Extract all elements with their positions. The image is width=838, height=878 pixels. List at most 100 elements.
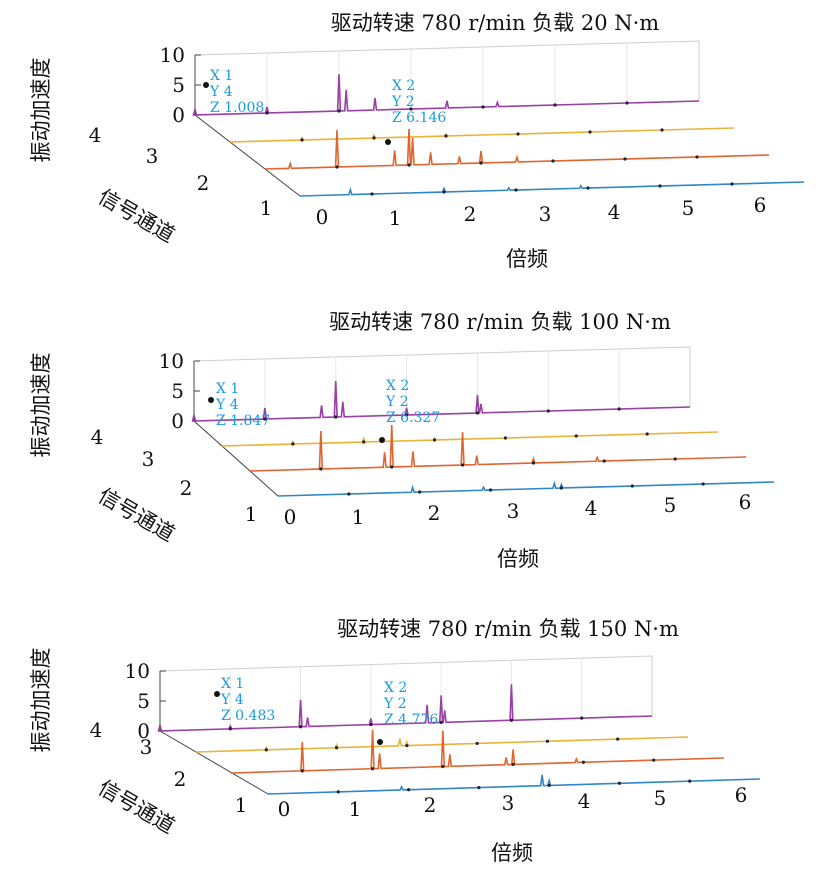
panel-3-x-tick: 6	[735, 783, 748, 807]
panel-3-baseline-marker	[300, 769, 304, 773]
panel-1-baseline-marker	[407, 163, 411, 167]
panel-3: 驱动转速 780 r/min 负载 150 N·m 振动加速度 信号通道 倍频 …	[29, 617, 761, 865]
panel-1-baseline-marker	[442, 190, 446, 194]
panel-1-baseline-marker	[444, 134, 448, 138]
panel-2-baseline-marker	[559, 486, 564, 490]
panel-2-series-ch3	[221, 431, 719, 447]
panel-1-y-tick: 1	[260, 196, 273, 220]
panel-2-baseline-marker	[617, 407, 621, 411]
panel-3-baseline-marker	[547, 783, 551, 788]
panel-1-y-axis	[194, 114, 301, 197]
panel-1-baseline-marker	[551, 159, 555, 163]
panel-1-baseline-marker	[553, 103, 557, 107]
panel-3-xlabel: 倍频	[491, 841, 533, 865]
panel-1-baseline-marker	[479, 161, 483, 165]
panel-3-baseline-marker	[581, 760, 586, 764]
panel-3-x-tick: 3	[502, 791, 515, 815]
panel-1-title: 驱动转速 780 r/min 负载 20 N·m	[331, 11, 659, 35]
panel-2-baseline-marker	[645, 432, 649, 436]
panel-1-baseline-marker	[335, 165, 339, 169]
panel-2-baseline-marker	[432, 438, 437, 442]
panel-1-datatip-1-line: Z 1.008	[210, 100, 264, 116]
panel-3-baseline-marker	[406, 788, 411, 792]
panel-3-baseline-marker	[439, 720, 443, 725]
panel-2-datatip-2-line: X 2	[386, 378, 409, 394]
panel-2-baseline-marker	[701, 482, 705, 486]
panel-1-baseline-marker	[370, 192, 374, 196]
panel-2-x-tick: 0	[284, 505, 297, 529]
panel-3-series-ch2	[231, 729, 725, 774]
panel-1-y-tick: 4	[89, 123, 102, 147]
panel-2-y-tick: 1	[245, 502, 258, 526]
panel-3-baseline-marker	[617, 781, 622, 785]
panel-3-datatip-1-line: X 1	[221, 676, 244, 692]
panel-1-z-tick: 10	[160, 43, 185, 67]
panel-1-series-ch2	[264, 128, 770, 170]
panel-2-z-tick: 5	[171, 379, 184, 403]
panel-1-y-tick: 3	[146, 144, 159, 168]
panel-2-y-axis	[193, 420, 279, 497]
panel-2-baseline-marker	[488, 488, 493, 492]
panel-3-datatip-1-line: Y 4	[220, 692, 244, 708]
panel-2-baseline-marker	[531, 461, 536, 465]
panel-2-xlabel: 倍频	[497, 547, 539, 571]
panel-3-series-ch1	[267, 774, 761, 795]
panel-1-datatip-marker	[385, 139, 391, 145]
panel-1-x-tick: 3	[539, 202, 552, 226]
panel-1-series-ch4	[192, 74, 700, 116]
panel-2: 驱动转速 780 r/min 负载 100 N·m 振动加速度 信号通道 倍频 …	[29, 310, 775, 571]
panel-2-baseline-marker	[390, 465, 394, 469]
panel-1-baseline-marker	[265, 111, 269, 115]
panel-2-baseline-marker	[475, 411, 480, 415]
panel-2-ylabel: 信号通道	[94, 484, 179, 547]
panel-3-baseline-marker	[336, 790, 340, 794]
panel-2-series-ch1	[277, 480, 775, 497]
panel-1-baseline-marker	[658, 184, 662, 188]
panel-1-z-tick: 5	[172, 73, 185, 97]
panel-2-datatip-1-line: Y 4	[215, 397, 239, 413]
panel-3-datatip-2-line: Y 2	[383, 696, 407, 712]
panel-3-z-tick: 0	[137, 719, 150, 743]
panel-2-datatip-marker	[208, 397, 214, 403]
panel-1-datatip-2-line: Y 2	[391, 94, 415, 110]
panel-3-baseline-marker	[688, 779, 692, 783]
panel-1-baseline-marker	[625, 101, 629, 105]
panel-2-series-ch4	[191, 380, 691, 422]
panel-2-x-tick: 6	[739, 490, 752, 514]
panel-3-baseline-marker	[405, 743, 409, 748]
panel-3-series-ch4	[157, 684, 653, 732]
panel-2-baseline-marker	[418, 490, 422, 494]
panel-2-baseline-marker	[319, 467, 323, 471]
panel-2-y-tick: 2	[180, 476, 193, 500]
panel-2-y-tick: 4	[91, 425, 104, 449]
panel-2-x-tick: 4	[585, 496, 598, 520]
panel-2-x-tick: 3	[507, 499, 520, 523]
panel-2-datatip-1-line: Z 1.847	[216, 413, 270, 429]
panel-3-baseline-marker	[370, 767, 375, 771]
panel-1-x-tick: 4	[608, 200, 621, 224]
panel-1-baseline-marker	[623, 157, 627, 161]
panel-3-baseline-marker	[264, 748, 268, 752]
panel-3-y-tick: 2	[174, 767, 187, 791]
panel-3-z-tick: 5	[137, 689, 150, 713]
panel-3-y-tick: 4	[90, 718, 103, 742]
panel-1-series-ch3	[229, 127, 735, 143]
panel-2-datatip-marker	[379, 437, 385, 443]
panel-1-baseline-marker	[730, 182, 734, 186]
panel-2-z-tick: 0	[171, 409, 184, 433]
panel-2-x-tick: 5	[664, 493, 677, 517]
panel-2-baseline-marker	[673, 457, 677, 461]
panel-1-baseline-marker	[409, 107, 413, 111]
panel-3-baseline-marker	[369, 722, 373, 727]
panel-2-y-tick: 3	[142, 447, 155, 471]
panel-2-title: 驱动转速 780 r/min 负载 100 N·m	[329, 310, 671, 334]
panel-2-datatip-2-line: Y 2	[385, 394, 409, 410]
panel-3-baseline-marker	[616, 737, 620, 741]
panel-2-baseline-marker	[263, 417, 267, 421]
panel-1-series-ch1	[299, 181, 805, 197]
panel-2-baseline-marker	[291, 442, 295, 446]
panel-2-baseline-marker	[347, 492, 351, 496]
panel-3-baseline-marker	[298, 725, 303, 729]
panel-1-zlabel: 振动加速度	[29, 58, 53, 163]
panel-3-x-tick: 1	[349, 797, 362, 821]
